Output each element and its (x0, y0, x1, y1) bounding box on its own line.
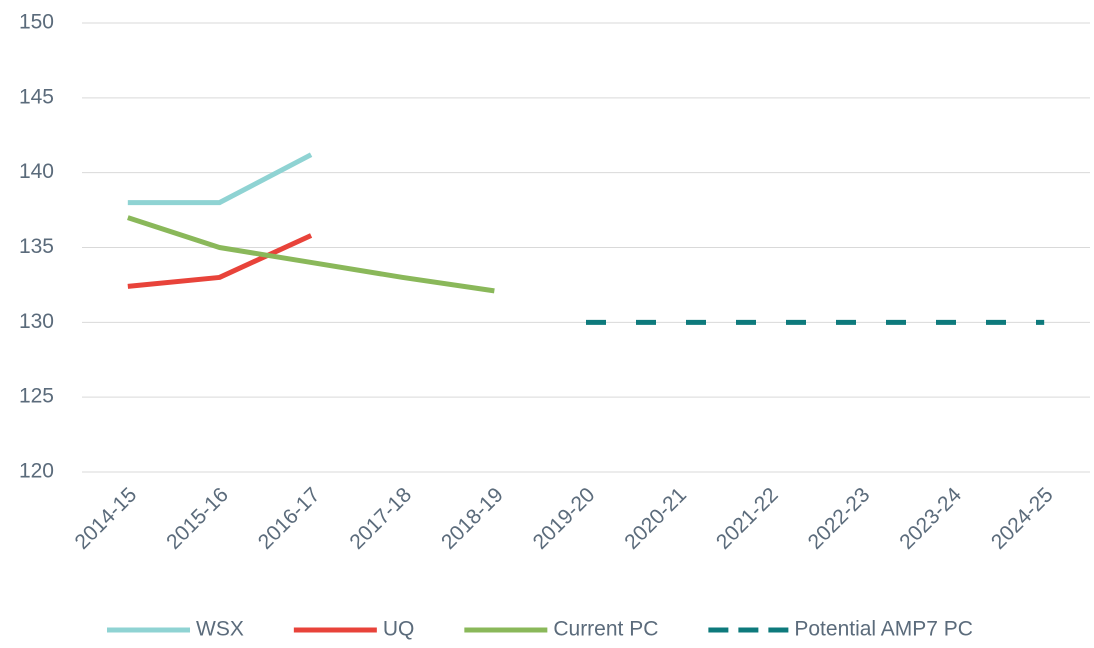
x-tick-label: 2023-24 (895, 483, 966, 554)
y-tick-label: 125 (19, 385, 54, 408)
x-tick-label: 2021-22 (712, 483, 783, 554)
x-tick-label: 2018-19 (437, 483, 508, 554)
legend-label: Current PC (553, 618, 658, 641)
y-tick-label: 120 (19, 460, 54, 483)
y-tick-label: 145 (19, 85, 54, 108)
line-series (127, 215, 495, 294)
y-tick-label: 140 (19, 160, 54, 183)
legend-label: WSX (196, 618, 244, 641)
x-tick-label: 2019-20 (529, 483, 600, 554)
x-tick-label: 2016-17 (254, 483, 325, 554)
x-tick-label: 2014-15 (71, 483, 142, 554)
x-tick-label: 2024-25 (987, 483, 1058, 554)
x-tick-label: 2017-18 (345, 483, 416, 554)
y-tick-label: 150 (19, 11, 54, 34)
legend-label: UQ (383, 618, 415, 641)
x-tick-label: 2022-23 (804, 483, 875, 554)
y-tick-label: 130 (19, 310, 54, 333)
x-tick-label: 2015-16 (162, 483, 233, 554)
line-series (127, 152, 313, 206)
line-series (127, 233, 313, 289)
y-tick-label: 135 (19, 235, 54, 258)
legend-label: Potential AMP7 PC (794, 618, 973, 641)
x-tick-label: 2020-21 (620, 483, 691, 554)
